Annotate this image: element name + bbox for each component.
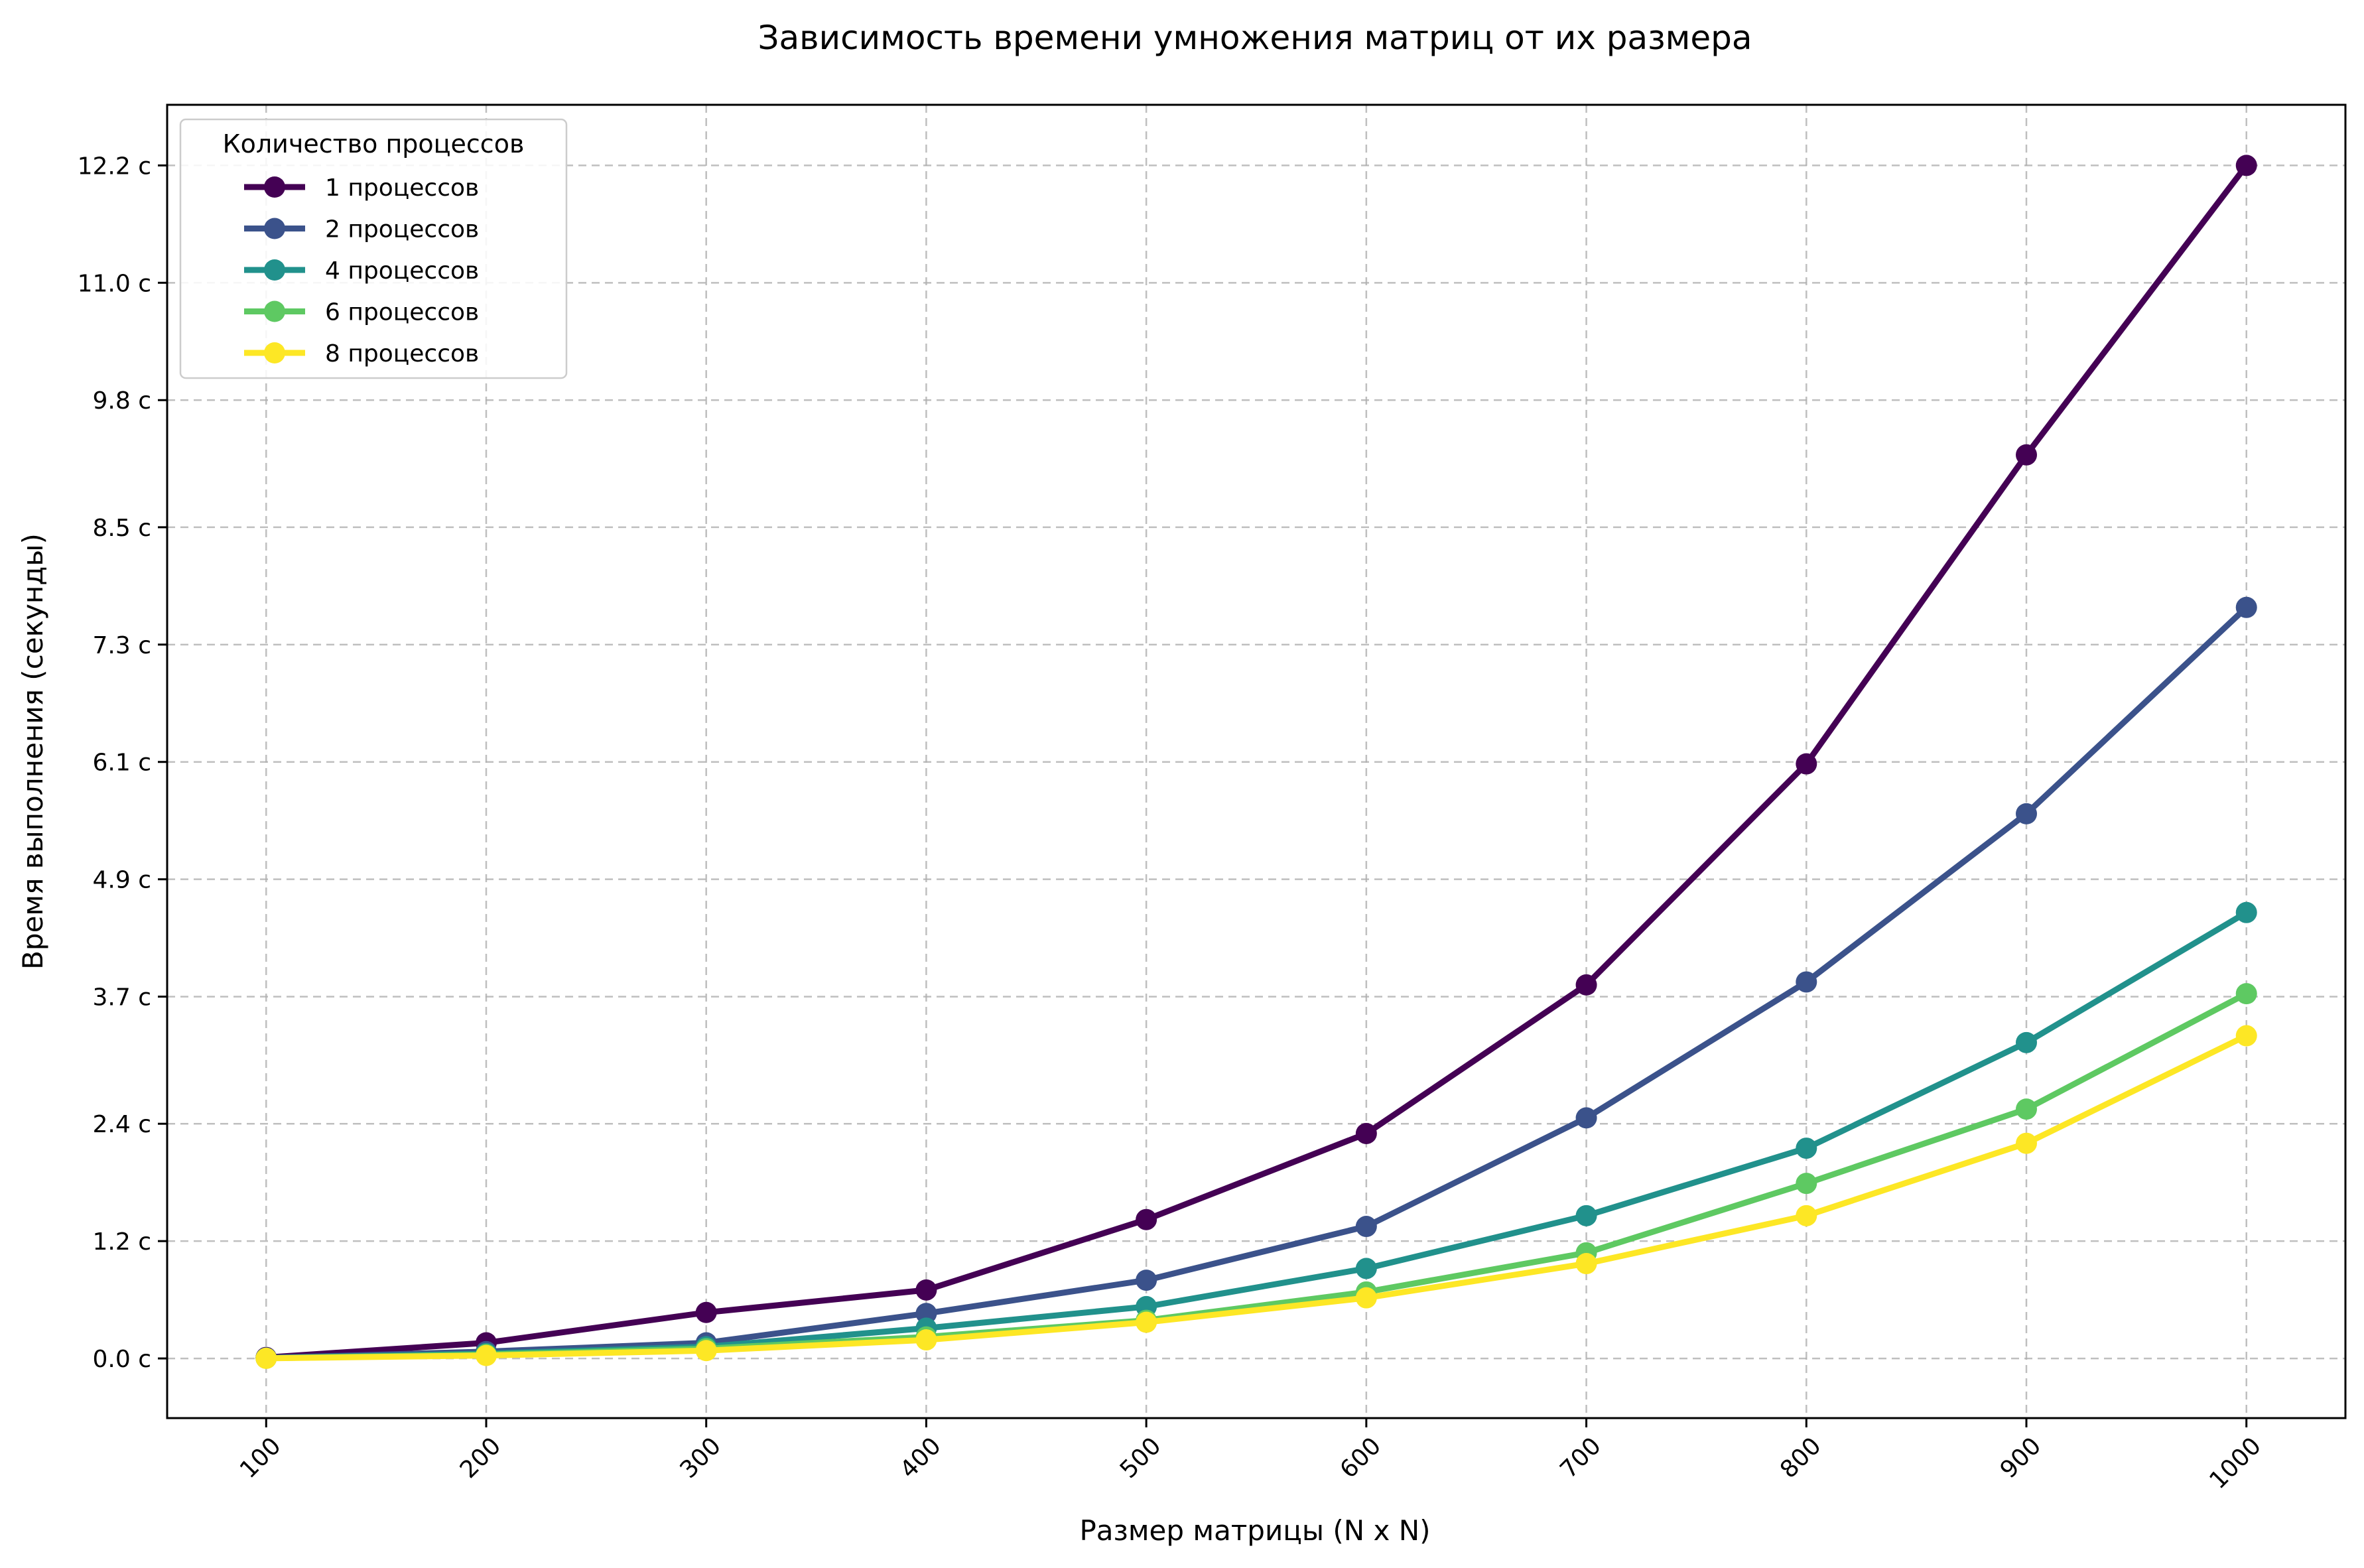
data-point (2016, 444, 2038, 466)
data-point (2016, 803, 2038, 824)
data-point (2016, 1031, 2038, 1053)
series-group (255, 596, 2257, 1369)
data-point (1136, 1270, 1157, 1291)
series-line (263, 162, 2250, 1361)
x-axis-label: Размер матрицы (N x N) (1079, 1514, 1430, 1547)
data-point (1575, 1205, 1597, 1226)
data-point (1575, 1107, 1597, 1129)
y-tick-label: 9.8 с (93, 387, 152, 415)
legend-title: Количество процессов (223, 129, 525, 159)
legend-entry: 8 процессов (244, 340, 479, 367)
y-axis-ticks: 0.0 с 1.2 с 2.4 с 3.7 с 4.9 с 6.1 с 7.3 с 8.5 с… (78, 153, 167, 1373)
series-line (263, 604, 2250, 1361)
series-group (255, 155, 2257, 1368)
x-tick-label: 600 (1335, 1432, 1387, 1484)
data-point (1796, 1205, 1817, 1226)
legend-entry: 6 процессов (244, 299, 479, 326)
data-point (2235, 596, 2257, 618)
x-tick-label: 500 (1115, 1432, 1167, 1484)
x-tick-label: 900 (1995, 1432, 2047, 1484)
data-point (1796, 1173, 1817, 1195)
y-axis-label: Время выполнения (секунды) (17, 533, 49, 970)
legend-swatch-marker (264, 300, 285, 322)
data-point (1796, 753, 1817, 775)
legend-entry: 4 процессов (244, 257, 479, 285)
data-point (1355, 1216, 1377, 1238)
y-tick-label: 11.0 с (78, 270, 151, 297)
series-lines (255, 155, 2257, 1369)
legend-entries: 1 процессов 2 процессов 4 процессов 6 проце… (244, 174, 479, 367)
legend-entry: 1 процессов (244, 174, 479, 202)
y-tick-label: 6.1 с (93, 750, 152, 777)
x-tick-label: 100 (235, 1432, 287, 1484)
data-point (695, 1301, 717, 1323)
y-tick-label: 1.2 с (93, 1228, 152, 1256)
grid-lines (167, 105, 2345, 1418)
data-point (2235, 155, 2257, 176)
x-tick-label: 300 (675, 1432, 726, 1484)
x-tick-label: 1000 (2204, 1432, 2266, 1494)
data-point (2235, 983, 2257, 1005)
x-tick-label: 200 (455, 1432, 507, 1484)
data-point (2235, 1025, 2257, 1047)
data-point (1355, 1287, 1377, 1309)
data-point (1796, 1138, 1817, 1159)
y-tick-label: 0.0 с (93, 1346, 152, 1373)
data-point (2235, 901, 2257, 923)
y-tick-label: 12.2 с (78, 153, 151, 180)
legend: Количество процессов 1 процессов 2 процес… (179, 118, 568, 379)
x-axis-ticks: 100 200 300 400 500 600 700 800 900 1000 (235, 1418, 2266, 1494)
data-point (1355, 1122, 1377, 1144)
data-point (2016, 1098, 2038, 1120)
y-tick-label: 8.5 с (93, 515, 152, 542)
data-point (475, 1344, 497, 1366)
data-point (255, 1347, 277, 1369)
data-point (1136, 1209, 1157, 1230)
data-point (915, 1329, 937, 1351)
legend-label: 8 процессов (325, 340, 479, 367)
legend-swatch-marker (264, 176, 285, 198)
data-point (695, 1340, 717, 1362)
x-tick-label: 700 (1555, 1432, 1607, 1484)
data-point (1575, 974, 1597, 996)
x-tick-label: 400 (895, 1432, 947, 1484)
data-point (1355, 1258, 1377, 1279)
legend-entry: 2 процессов (244, 216, 479, 243)
y-tick-label: 4.9 с (93, 867, 152, 894)
legend-swatch-marker (264, 218, 285, 239)
data-point (1136, 1311, 1157, 1333)
chart-title: Зависимость времени умножения матриц от … (757, 19, 1752, 57)
legend-swatch-marker (264, 259, 285, 281)
x-tick-label: 800 (1775, 1432, 1827, 1484)
y-tick-label: 3.7 с (93, 984, 152, 1012)
legend-label: 4 процессов (325, 257, 479, 285)
legend-label: 2 процессов (325, 216, 479, 243)
legend-label: 6 процессов (325, 299, 479, 326)
data-point (1575, 1253, 1597, 1275)
series-line (263, 1033, 2250, 1362)
data-point (1796, 971, 1817, 993)
data-point (915, 1303, 937, 1325)
series-group (255, 1025, 2257, 1369)
data-point (915, 1279, 937, 1301)
y-tick-label: 7.3 с (93, 632, 152, 659)
y-tick-label: 2.4 с (93, 1111, 152, 1138)
legend-label: 1 процессов (325, 174, 479, 202)
data-point (2016, 1132, 2038, 1154)
legend-swatch-marker (264, 342, 285, 363)
